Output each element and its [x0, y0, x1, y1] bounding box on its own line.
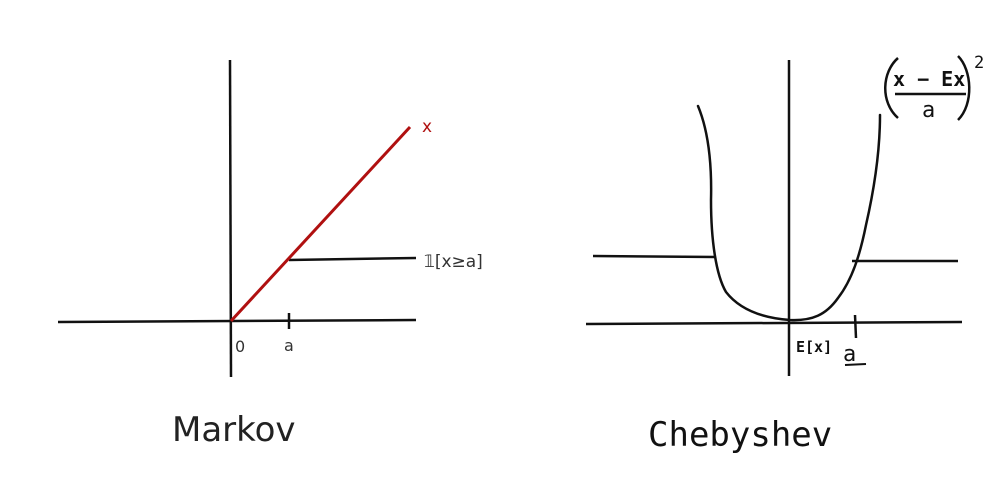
chebyshev-tick-a	[853, 314, 858, 339]
markov-x-label: x	[422, 117, 432, 137]
markov-indicator-label: 𝟙[x≥a]	[424, 252, 483, 272]
markov-tick-zero-label: 0	[235, 337, 245, 356]
chebyshev-tick-a-underline	[844, 363, 867, 366]
chebyshev-indicator-left	[592, 254, 717, 259]
markov-indicator-line	[288, 256, 417, 262]
markov-x-line	[229, 125, 412, 323]
formula-denominator: a	[922, 98, 935, 123]
markov-panel: x 𝟙[x≥a] 0 a Markov	[57, 59, 483, 450]
chebyshev-tick-a-label: a	[843, 342, 856, 367]
chebyshev-x-axis	[585, 320, 963, 326]
formula-numerator: x − Ex	[893, 67, 965, 91]
chebyshev-tick-ex-label: E[x]	[796, 338, 832, 356]
markov-x-axis	[57, 318, 417, 324]
chebyshev-parabola	[696, 104, 882, 322]
chebyshev-formula: x − Ex a 2	[884, 53, 984, 123]
formula-left-paren	[884, 57, 899, 119]
chebyshev-title: Chebyshev	[648, 415, 832, 455]
markov-y-axis	[228, 59, 233, 378]
markov-tick-a-label: a	[284, 336, 294, 355]
formula-exponent: 2	[974, 53, 984, 73]
formula-right-paren	[957, 55, 971, 121]
markov-title: Markov	[172, 410, 296, 450]
chebyshev-panel: E[x] a x − Ex a 2 Chebyshev	[585, 53, 984, 455]
